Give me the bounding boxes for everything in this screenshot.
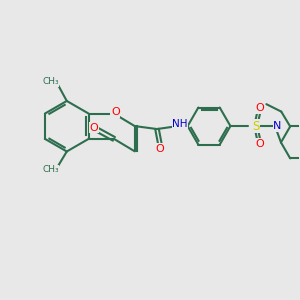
Text: O: O [90,123,98,133]
Text: O: O [255,103,264,113]
Text: NH: NH [172,119,188,129]
Text: N: N [273,121,282,131]
Text: O: O [156,144,164,154]
Text: O: O [111,107,120,117]
Text: CH₃: CH₃ [42,77,59,86]
Text: CH₃: CH₃ [42,165,59,174]
Text: S: S [252,120,260,133]
Text: O: O [255,139,264,149]
